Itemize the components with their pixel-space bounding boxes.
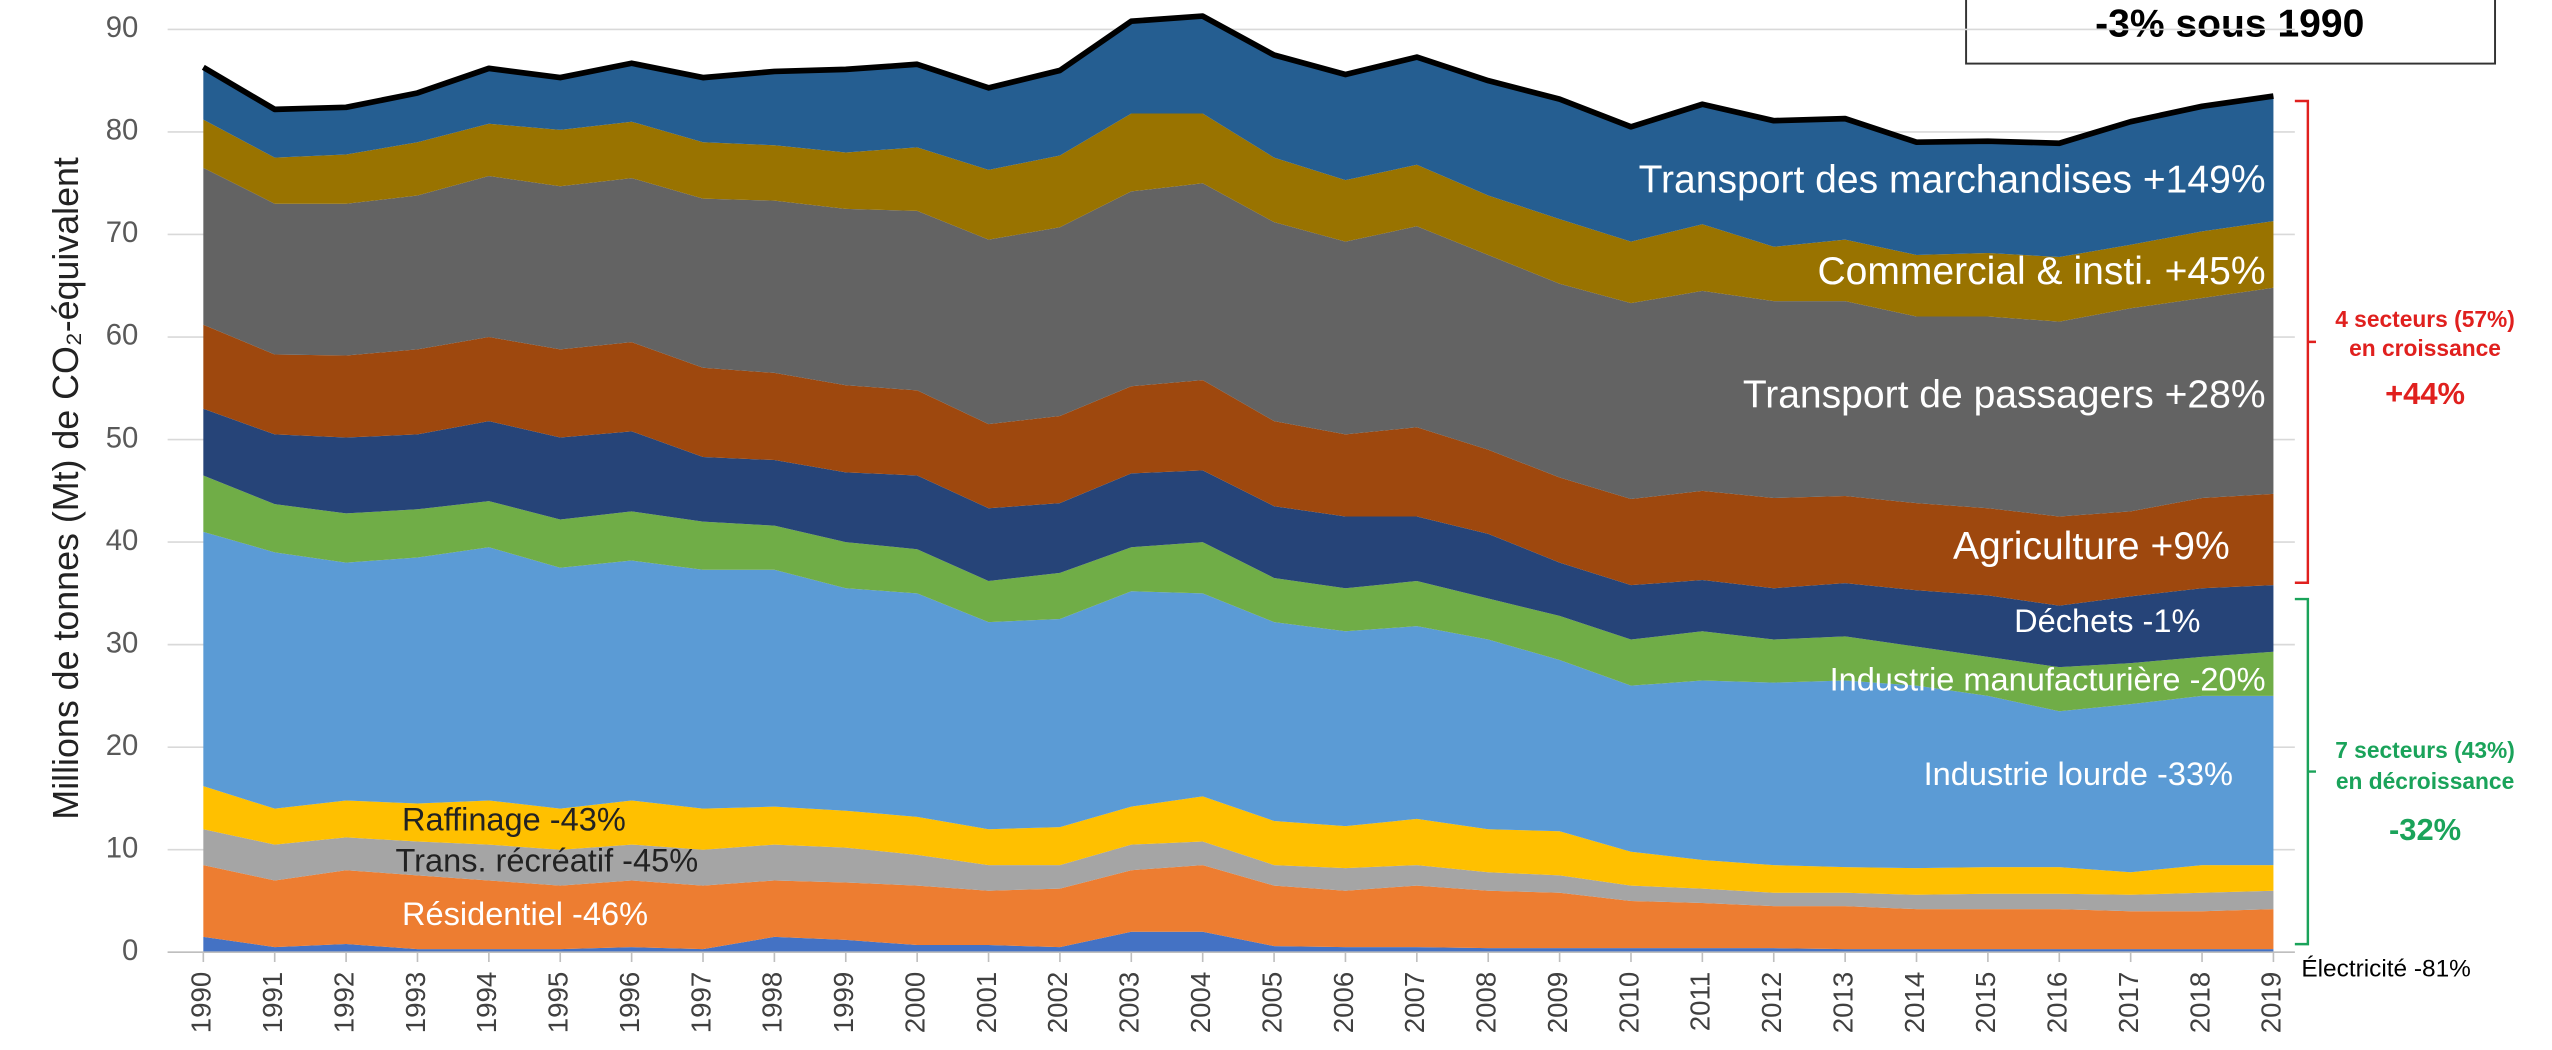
x-tick-label: 1995 bbox=[543, 972, 574, 1034]
y-tick-label: 30 bbox=[106, 626, 139, 659]
x-tick-label: 1996 bbox=[614, 972, 645, 1034]
x-tick-label: 2011 bbox=[1685, 972, 1716, 1031]
y-tick-label: 60 bbox=[106, 319, 139, 352]
y-tick-label: 0 bbox=[122, 934, 138, 967]
series-label: Commercial & insti. +45% bbox=[1817, 250, 2265, 293]
x-tick-label: 2005 bbox=[1256, 972, 1287, 1034]
x-tick-label: 2001 bbox=[971, 972, 1002, 1034]
growth-sub: en croissance bbox=[2349, 335, 2501, 361]
y-tick-label: 20 bbox=[106, 729, 139, 762]
x-tick-label: 2014 bbox=[1899, 972, 1930, 1034]
series-label: Transport de passagers +28% bbox=[1743, 374, 2266, 417]
x-tick-label: 2002 bbox=[1042, 972, 1073, 1034]
x-tick-label: 2004 bbox=[1185, 972, 1216, 1034]
growth-value: +44% bbox=[2385, 376, 2465, 411]
area bbox=[203, 829, 2274, 912]
growth-title: 4 secteurs (57%) bbox=[2335, 306, 2515, 332]
x-tick-label: 1997 bbox=[685, 972, 716, 1034]
area bbox=[203, 324, 2274, 606]
x-tick-label: 2016 bbox=[2042, 972, 2073, 1034]
y-tick-label: 10 bbox=[106, 831, 139, 864]
area bbox=[203, 475, 2274, 712]
series-label: Déchets -1% bbox=[2014, 603, 2200, 639]
x-tick-label: 2012 bbox=[1756, 972, 1787, 1034]
area bbox=[203, 865, 2274, 950]
area bbox=[203, 786, 2274, 895]
series-label: Industrie lourde -33% bbox=[1924, 756, 2233, 792]
x-tick-label: 1994 bbox=[471, 972, 502, 1034]
series-label: Raffinage -43% bbox=[402, 802, 626, 838]
decline-bracket bbox=[2294, 597, 2317, 946]
series-label: Agriculture +9% bbox=[1953, 525, 2230, 568]
area bbox=[203, 113, 2274, 322]
y-tick-label: 70 bbox=[106, 216, 139, 249]
x-tick-label: 1998 bbox=[757, 972, 788, 1034]
x-tick-label: 1992 bbox=[328, 972, 359, 1034]
plot-area bbox=[167, 13, 2295, 954]
series-label: Résidentiel -46% bbox=[402, 896, 648, 932]
summary-text: -3% sous 1990 bbox=[2095, 2, 2364, 45]
growth-bracket bbox=[2294, 99, 2317, 584]
x-tick-label: 1993 bbox=[400, 972, 431, 1034]
summary-box bbox=[1965, 0, 2497, 65]
y-tick-label: 50 bbox=[106, 421, 139, 454]
area bbox=[203, 531, 2274, 873]
series-label: Industrie manufacturière -20% bbox=[1830, 662, 2266, 698]
series-label: Électricité -81% bbox=[2301, 956, 2471, 983]
x-tick-label: 2007 bbox=[1399, 972, 1430, 1034]
area bbox=[203, 408, 2274, 668]
x-tick-label: 1999 bbox=[828, 972, 859, 1034]
decline-sub: en décroissance bbox=[2336, 768, 2514, 794]
x-tick-label: 2017 bbox=[2113, 972, 2144, 1034]
x-tick-label: 1990 bbox=[186, 972, 217, 1034]
x-tick-label: 2000 bbox=[899, 972, 930, 1034]
x-tick-label: 2008 bbox=[1471, 972, 1502, 1034]
decline-value: -32% bbox=[2389, 812, 2461, 847]
x-tick-label: 2003 bbox=[1114, 972, 1145, 1034]
x-tick-label: 2019 bbox=[2256, 972, 2287, 1034]
y-tick-label: 40 bbox=[106, 524, 139, 557]
total-outline bbox=[201, 13, 2274, 147]
y-tick-label: 80 bbox=[106, 114, 139, 147]
series-label: Trans. récréatif -45% bbox=[395, 842, 698, 878]
x-tick-label: 2013 bbox=[1827, 972, 1858, 1034]
series-label: Transport des marchandises +149% bbox=[1639, 159, 2266, 202]
x-tick-label: 2015 bbox=[1970, 972, 2001, 1034]
decline-title: 7 secteurs (43%) bbox=[2335, 737, 2515, 763]
x-tick-label: 2006 bbox=[1328, 972, 1359, 1034]
x-tick-label: 2010 bbox=[1613, 972, 1644, 1034]
x-tick-label: 2009 bbox=[1542, 972, 1573, 1034]
area bbox=[203, 167, 2274, 517]
area bbox=[203, 931, 2274, 953]
y-axis-title: Millions de tonnes (Mt) de CO₂-équivalen… bbox=[46, 157, 86, 820]
y-tick-label: 90 bbox=[106, 11, 139, 44]
x-tick-label: 1991 bbox=[257, 972, 288, 1034]
x-tick-label: 2018 bbox=[2184, 972, 2215, 1034]
